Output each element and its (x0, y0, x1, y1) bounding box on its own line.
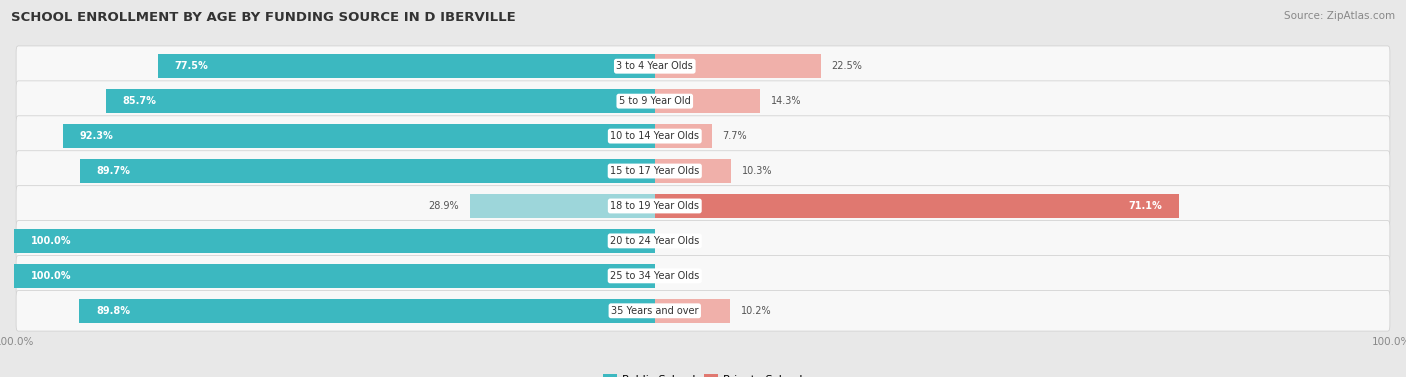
Text: 14.3%: 14.3% (772, 96, 801, 106)
Bar (655, 159, 731, 183)
Text: SCHOOL ENROLLMENT BY AGE BY FUNDING SOURCE IN D IBERVILLE: SCHOOL ENROLLMENT BY AGE BY FUNDING SOUR… (11, 11, 516, 24)
Text: 22.5%: 22.5% (832, 61, 862, 71)
Text: 85.7%: 85.7% (122, 96, 156, 106)
Bar (79, 299, 655, 323)
Text: 71.1%: 71.1% (1129, 201, 1163, 211)
Text: 92.3%: 92.3% (80, 131, 114, 141)
Text: 28.9%: 28.9% (427, 201, 458, 211)
Bar (655, 89, 761, 113)
Text: 89.7%: 89.7% (97, 166, 131, 176)
FancyBboxPatch shape (15, 151, 1391, 191)
Text: 15 to 17 Year Olds: 15 to 17 Year Olds (610, 166, 699, 176)
Legend: Public School, Private School: Public School, Private School (599, 370, 807, 377)
Bar (655, 299, 730, 323)
Text: 25 to 34 Year Olds: 25 to 34 Year Olds (610, 271, 699, 281)
FancyBboxPatch shape (15, 291, 1391, 331)
FancyBboxPatch shape (15, 221, 1391, 261)
Bar (655, 194, 1178, 218)
FancyBboxPatch shape (15, 46, 1391, 86)
Bar (80, 159, 655, 183)
Text: 18 to 19 Year Olds: 18 to 19 Year Olds (610, 201, 699, 211)
Text: 5 to 9 Year Old: 5 to 9 Year Old (619, 96, 690, 106)
Bar (159, 54, 655, 78)
Text: 35 Years and over: 35 Years and over (612, 306, 699, 316)
Text: Source: ZipAtlas.com: Source: ZipAtlas.com (1284, 11, 1395, 21)
Text: 3 to 4 Year Olds: 3 to 4 Year Olds (616, 61, 693, 71)
FancyBboxPatch shape (15, 81, 1391, 121)
Text: 100.0%: 100.0% (31, 236, 72, 246)
Bar (14, 264, 655, 288)
Text: 77.5%: 77.5% (174, 61, 208, 71)
FancyBboxPatch shape (15, 116, 1391, 156)
Bar (105, 89, 655, 113)
Bar (63, 124, 655, 148)
FancyBboxPatch shape (15, 256, 1391, 296)
Bar (655, 54, 821, 78)
Text: 10.2%: 10.2% (741, 306, 772, 316)
Text: 89.8%: 89.8% (96, 306, 129, 316)
Text: 7.7%: 7.7% (723, 131, 747, 141)
Bar (14, 229, 655, 253)
Bar (655, 124, 711, 148)
Text: 100.0%: 100.0% (31, 271, 72, 281)
FancyBboxPatch shape (15, 186, 1391, 226)
Bar (470, 194, 655, 218)
Text: 10.3%: 10.3% (742, 166, 772, 176)
Text: 20 to 24 Year Olds: 20 to 24 Year Olds (610, 236, 699, 246)
Text: 10 to 14 Year Olds: 10 to 14 Year Olds (610, 131, 699, 141)
